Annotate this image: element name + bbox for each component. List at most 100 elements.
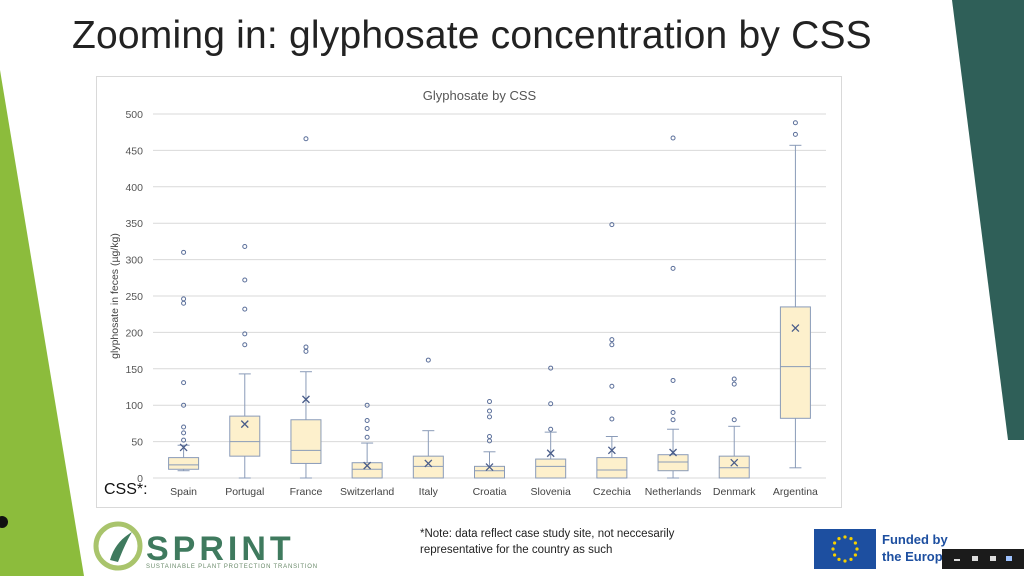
eu-stars bbox=[831, 535, 859, 563]
y-tick-label: 450 bbox=[125, 145, 143, 157]
eu-star bbox=[843, 559, 847, 563]
outlier-point bbox=[487, 414, 492, 420]
funded-line-2: the Europ bbox=[882, 549, 943, 564]
x-tick-label: Netherlands bbox=[645, 486, 702, 498]
outlier-point bbox=[181, 300, 187, 306]
x-tick-label: Czechia bbox=[593, 486, 631, 498]
x-tick-label: Argentina bbox=[773, 486, 818, 498]
eu-star bbox=[855, 547, 859, 551]
mean-marker bbox=[363, 461, 372, 470]
outlier-point bbox=[609, 383, 615, 389]
mean-marker bbox=[179, 443, 188, 452]
y-tick-label: 0 bbox=[137, 473, 143, 485]
outlier-point bbox=[364, 434, 370, 440]
y-tick-label: 150 bbox=[125, 364, 143, 376]
outlier-point bbox=[670, 265, 676, 271]
eu-star bbox=[833, 553, 837, 557]
eu-star bbox=[849, 557, 853, 561]
box bbox=[718, 455, 750, 479]
y-tick-label: 200 bbox=[125, 327, 143, 339]
x-tick-label: Italy bbox=[419, 486, 439, 498]
logo-ring bbox=[93, 521, 143, 571]
x-tick-label: France bbox=[290, 486, 323, 498]
y-tick-label: 100 bbox=[125, 400, 143, 412]
eu-star bbox=[843, 535, 847, 539]
outlier-point bbox=[425, 357, 431, 363]
outlier-point bbox=[487, 399, 492, 405]
outlier-point bbox=[242, 306, 248, 312]
box bbox=[535, 458, 567, 479]
box bbox=[351, 462, 383, 479]
mean-marker bbox=[791, 324, 800, 332]
video-maximize-button[interactable] bbox=[990, 556, 996, 561]
y-tick-label: 250 bbox=[125, 291, 143, 303]
box bbox=[412, 455, 444, 479]
eu-flag-icon bbox=[814, 529, 876, 569]
outlier-point bbox=[548, 365, 554, 371]
chart-frame bbox=[96, 76, 842, 508]
box bbox=[168, 457, 200, 470]
funded-line-1: Funded by bbox=[882, 532, 948, 547]
funded-by-text: Funded by the Europ bbox=[882, 531, 962, 565]
css-axis-label: CSS*: bbox=[104, 481, 148, 498]
outlier-point bbox=[181, 402, 187, 408]
mean-marker bbox=[424, 459, 433, 468]
outlier-point bbox=[670, 409, 676, 415]
y-tick-label: 500 bbox=[125, 109, 143, 121]
slide-title: Zooming in: glyphosate concentration by … bbox=[72, 14, 872, 57]
outlier-point bbox=[609, 222, 615, 228]
outlier-point bbox=[670, 417, 676, 423]
mean-marker bbox=[730, 458, 739, 467]
outlier-point bbox=[487, 438, 492, 444]
outlier-point bbox=[181, 249, 187, 255]
x-tick-label: Portugal bbox=[225, 486, 264, 498]
mean-marker bbox=[546, 449, 555, 458]
video-minimize-button[interactable] bbox=[954, 559, 960, 561]
box bbox=[229, 415, 261, 457]
outlier-point bbox=[242, 342, 248, 348]
sprint-logo-text: SPRINT bbox=[146, 530, 295, 568]
chart-title: Glyphosate by CSS bbox=[423, 88, 537, 103]
outlier-point bbox=[242, 277, 248, 283]
outlier-point bbox=[731, 417, 737, 423]
x-tick-label: Spain bbox=[170, 486, 197, 498]
y-tick-label: 350 bbox=[125, 218, 143, 230]
y-axis-label: glyphosate in feces (µg/kg) bbox=[109, 233, 121, 359]
outlier-point bbox=[181, 380, 187, 386]
left-edge-dot bbox=[0, 516, 8, 528]
box bbox=[474, 465, 505, 479]
outlier-point bbox=[181, 430, 187, 436]
outlier-point bbox=[731, 381, 737, 387]
x-tick-label: Slovenia bbox=[531, 486, 571, 498]
outlier-point bbox=[242, 331, 248, 337]
y-tick-label: 400 bbox=[125, 182, 143, 194]
outlier-point bbox=[303, 344, 309, 350]
outlier-point bbox=[303, 136, 309, 142]
eu-star bbox=[849, 537, 853, 541]
sprint-logo-subtitle: SUSTAINABLE PLANT PROTECTION TRANSITION bbox=[146, 564, 318, 570]
outlier-point bbox=[487, 434, 492, 440]
outlier-point bbox=[609, 342, 615, 348]
outlier-point bbox=[792, 120, 798, 126]
eu-star bbox=[853, 553, 857, 557]
outlier-point bbox=[181, 424, 187, 430]
video-grid-button[interactable] bbox=[1006, 556, 1012, 561]
video-restore-button[interactable] bbox=[972, 556, 978, 561]
outlier-point bbox=[670, 135, 676, 141]
mean-marker bbox=[485, 463, 494, 472]
outlier-point bbox=[609, 337, 615, 343]
eu-star bbox=[831, 547, 835, 551]
outlier-point bbox=[364, 425, 370, 431]
video-control-bar[interactable] bbox=[942, 549, 1024, 569]
mean-marker bbox=[607, 446, 616, 455]
outlier-point bbox=[792, 131, 798, 137]
mean-marker bbox=[301, 395, 310, 404]
outlier-point bbox=[670, 377, 676, 383]
outlier-point bbox=[364, 417, 370, 423]
box bbox=[596, 457, 628, 479]
left-green-shape bbox=[0, 70, 84, 576]
outlier-point bbox=[487, 408, 492, 414]
outlier-point bbox=[181, 296, 187, 302]
box bbox=[657, 454, 689, 472]
